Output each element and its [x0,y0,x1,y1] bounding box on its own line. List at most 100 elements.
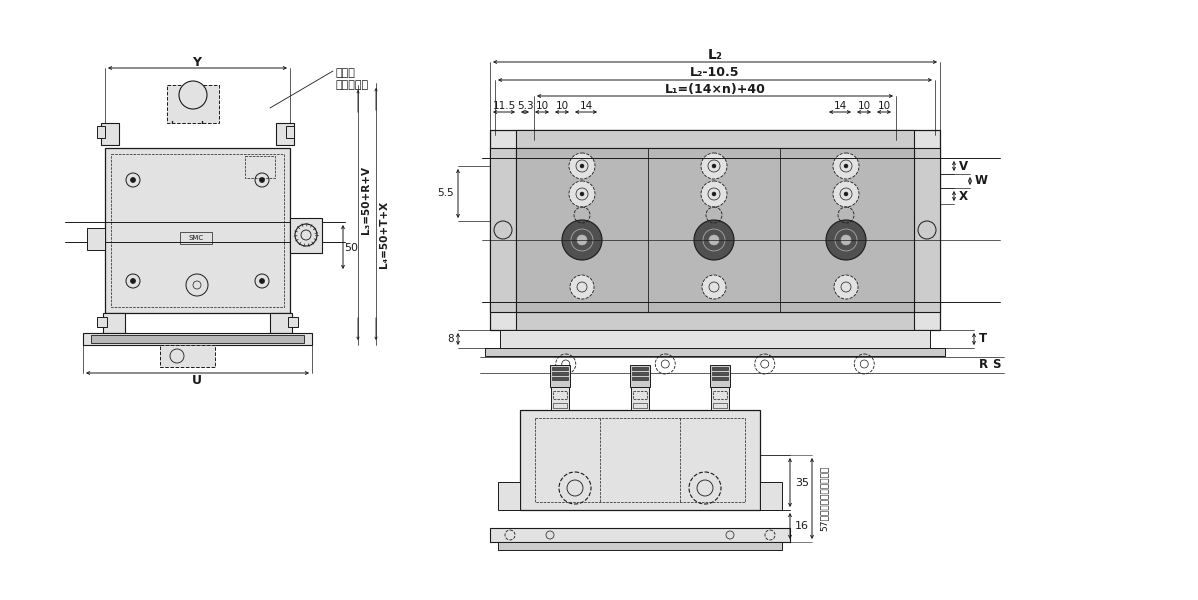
Bar [552,367,568,370]
Circle shape [179,81,207,109]
Text: 8: 8 [447,334,454,344]
Circle shape [845,192,848,196]
Circle shape [569,181,595,207]
Bar [633,372,648,375]
Circle shape [260,278,265,283]
Bar [288,317,298,327]
Circle shape [845,164,848,168]
Bar [536,418,745,502]
Circle shape [841,235,851,245]
Circle shape [131,178,135,182]
Bar [103,313,125,333]
Bar [97,126,105,138]
Bar [105,148,290,313]
Bar [286,126,294,138]
Bar [520,410,760,510]
Text: L₂-10.5: L₂-10.5 [690,67,739,79]
Circle shape [712,164,716,168]
Bar [633,391,647,399]
Bar [552,377,568,380]
Bar [516,148,914,312]
Bar [712,377,728,380]
Bar [290,218,322,253]
Bar [630,365,651,387]
Bar [97,317,107,327]
Bar [246,156,276,178]
Circle shape [834,275,858,299]
Circle shape [260,178,265,182]
Bar [712,372,728,375]
Circle shape [701,153,727,179]
Text: 10: 10 [858,101,871,111]
Bar [712,367,728,370]
Bar [276,123,294,145]
Bar [914,148,940,312]
Circle shape [701,181,727,207]
Bar [161,345,214,367]
Text: U: U [192,374,202,388]
Bar [553,391,567,399]
Bar [551,387,569,410]
Text: Y: Y [193,55,201,68]
Bar [500,330,930,348]
Text: 5.3: 5.3 [516,101,533,111]
Text: L₂: L₂ [708,48,722,62]
Bar [633,403,647,408]
Bar [270,313,292,333]
Bar [710,387,730,410]
Circle shape [709,235,719,245]
Bar [552,372,568,375]
Circle shape [702,275,726,299]
Bar [760,482,782,510]
Text: 16: 16 [795,521,809,531]
Circle shape [580,192,583,196]
Text: 50: 50 [344,243,358,253]
Text: 5.5: 5.5 [437,188,454,199]
Circle shape [833,181,859,207]
Text: SMC: SMC [188,235,204,241]
Text: R: R [979,358,988,371]
Bar [710,365,730,387]
Bar [713,403,727,408]
Bar [550,365,570,387]
Text: T: T [979,332,987,346]
Bar [631,387,649,410]
Circle shape [570,275,594,299]
Bar [553,403,567,408]
Bar [490,130,940,330]
Bar [498,482,520,510]
Text: X: X [960,190,968,202]
Bar [498,542,782,550]
Text: L₄=50+T+X: L₄=50+T+X [379,200,389,268]
Text: 14: 14 [834,101,847,111]
Bar [633,367,648,370]
Bar [490,528,789,542]
Bar [180,232,212,244]
Text: W: W [975,175,988,187]
Circle shape [562,220,603,260]
Bar [516,130,914,148]
Text: L₁=(14×n)+40: L₁=(14×n)+40 [665,82,766,95]
Bar [713,391,727,399]
Bar [101,123,119,145]
Text: V: V [960,160,968,173]
Bar [516,312,914,330]
Text: S: S [992,358,1000,371]
Bar [167,85,219,123]
Circle shape [712,192,716,196]
Text: 14: 14 [580,101,593,111]
Text: L₃=50+R+V: L₃=50+R+V [361,166,371,234]
Text: 10: 10 [556,101,569,111]
Bar [490,148,516,312]
Bar [111,154,284,307]
Circle shape [131,278,135,283]
Text: 35: 35 [795,478,809,487]
Text: 10: 10 [536,101,549,111]
Circle shape [694,220,734,260]
Bar [87,228,105,250]
Text: 57（ハンドルロック時）: 57（ハンドルロック時） [819,466,829,531]
Bar [633,377,648,380]
Circle shape [580,164,583,168]
Circle shape [577,235,587,245]
Text: 11.5: 11.5 [492,101,515,111]
